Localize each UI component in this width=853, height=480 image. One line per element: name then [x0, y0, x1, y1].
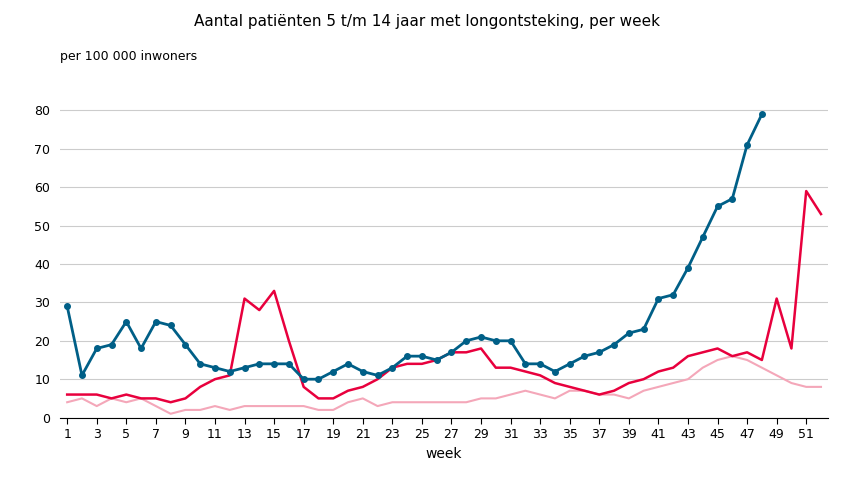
Text: Aantal patiënten 5 t/m 14 jaar met longontsteking, per week: Aantal patiënten 5 t/m 14 jaar met longo…: [194, 14, 659, 29]
X-axis label: week: week: [426, 446, 461, 461]
Text: per 100 000 inwoners: per 100 000 inwoners: [60, 50, 197, 63]
